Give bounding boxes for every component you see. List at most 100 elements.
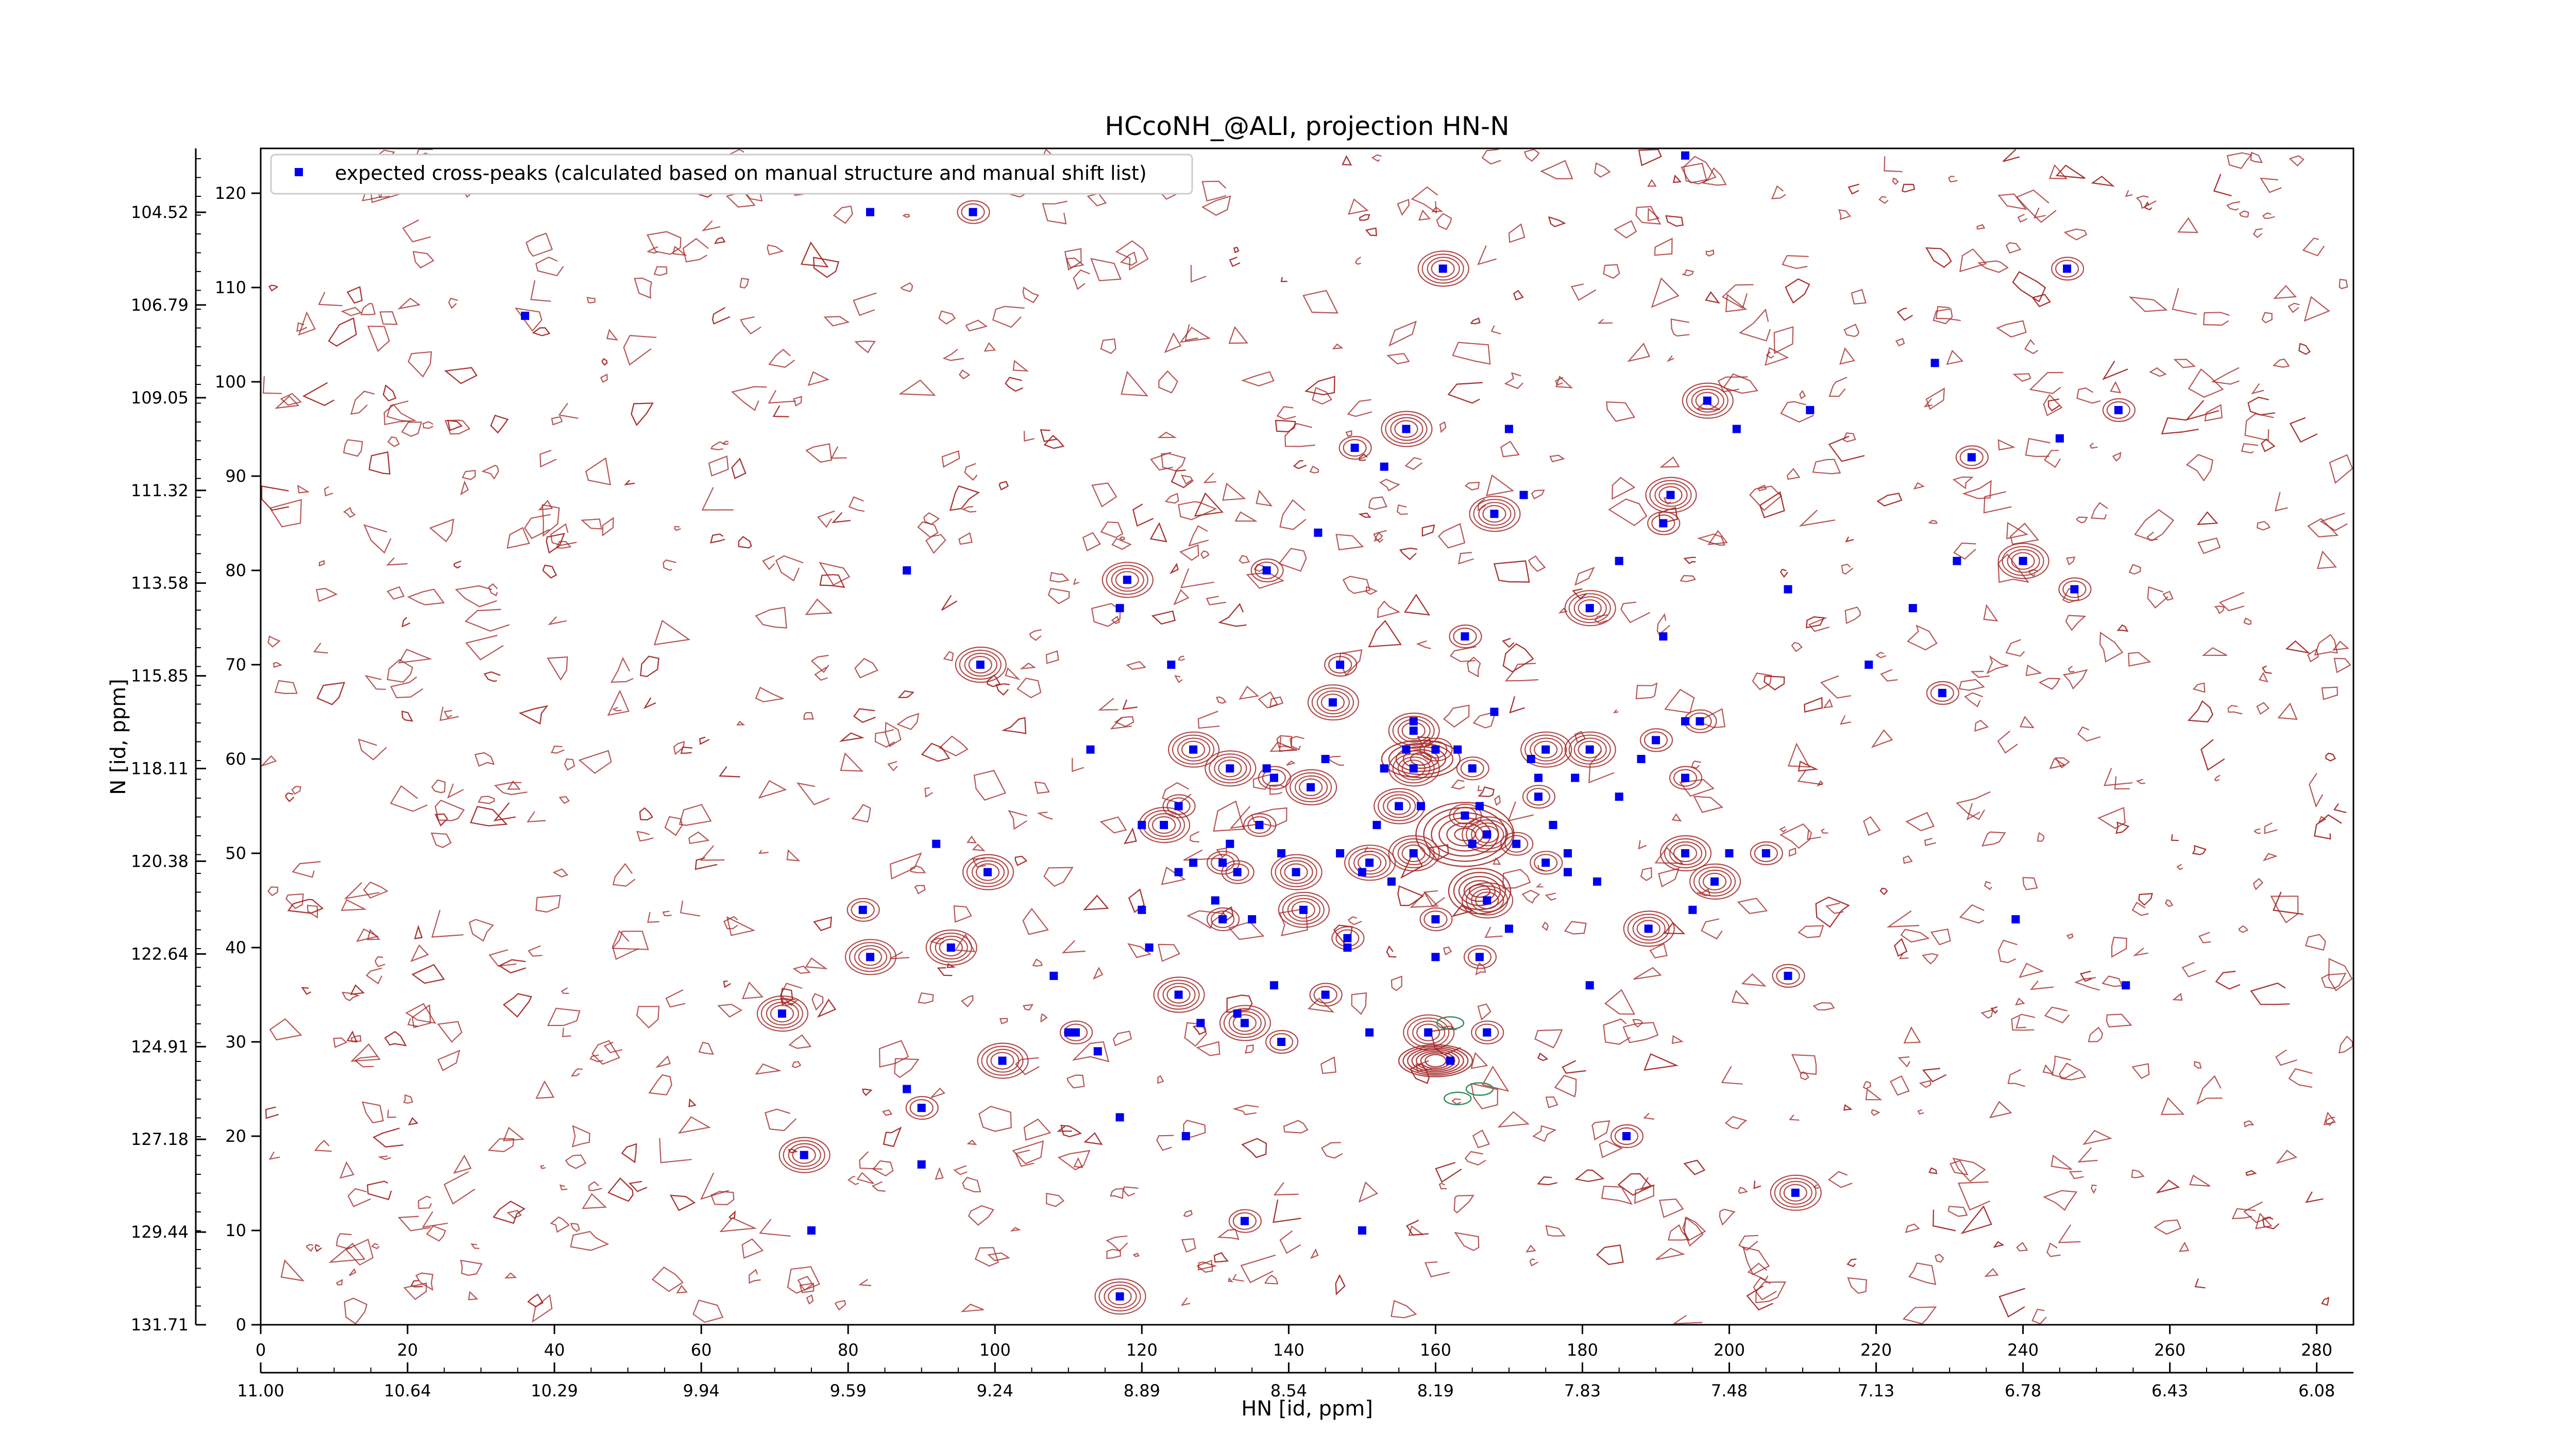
contour-line (961, 994, 974, 1008)
contour-line (434, 813, 448, 827)
x-tick-label: 120 (1126, 1340, 1158, 1360)
contour-line (958, 369, 971, 380)
peak-contour (1997, 543, 2049, 579)
contour-line (344, 882, 380, 900)
contour-line (1126, 661, 1146, 670)
contour-line (1959, 904, 1985, 924)
contour-line (1840, 715, 1852, 725)
contour-line (389, 785, 428, 812)
contour-line (677, 1116, 711, 1134)
peak-contour (1460, 760, 1484, 778)
cluster-contour (1423, 807, 1507, 862)
cross-peak-marker (984, 868, 992, 876)
contour-line (2043, 394, 2063, 416)
contour-line (1993, 1241, 2005, 1248)
contour-line (1952, 1157, 1986, 1183)
contour-line (1197, 711, 1220, 729)
cross-peak-marker (1409, 764, 1418, 773)
contour-line (1494, 795, 1501, 806)
contour-line (692, 1300, 724, 1323)
contour-line (984, 342, 996, 352)
contour-line (935, 1167, 944, 1180)
contour-line (2307, 648, 2319, 663)
contour-line (2076, 387, 2101, 404)
contour-line (275, 395, 300, 409)
contour-line (2317, 816, 2327, 824)
contour-line (1276, 406, 1296, 420)
contour-line (1899, 952, 1909, 959)
peak-contour (1475, 1023, 1499, 1041)
contour-line (698, 1041, 714, 1055)
contour-line (1111, 616, 1121, 625)
contour-line (2194, 1061, 2202, 1069)
peak-contour (1564, 590, 1616, 627)
cross-peak-marker (2122, 981, 2130, 990)
contour-line (2074, 977, 2100, 991)
contour-line (1947, 1206, 1968, 1217)
contour-line (268, 1151, 280, 1160)
contour-line (1246, 571, 1285, 589)
contour-line (612, 706, 622, 712)
cluster-contour (1402, 1045, 1469, 1076)
peak-contour (1166, 986, 1191, 1004)
contour-line (383, 403, 417, 426)
contour-line (1161, 782, 1192, 804)
contour-line (1258, 691, 1278, 708)
peak-contour (1754, 844, 1778, 863)
peak-contour (1269, 1033, 1294, 1051)
contour-line (379, 311, 398, 325)
peak-contour (1669, 766, 1703, 790)
contour-line (1066, 1074, 1085, 1089)
contour-line (700, 845, 725, 861)
contour-line (571, 1068, 583, 1077)
contour-line (343, 507, 356, 518)
contour-line (854, 340, 876, 353)
contour-line (723, 916, 738, 930)
contour-line (1083, 895, 1109, 910)
contour-line (1179, 544, 1199, 561)
contour-line (647, 231, 682, 255)
contour-line (1106, 1235, 1128, 1252)
contour-line (1001, 717, 1027, 734)
cross-peak-marker (521, 311, 530, 320)
contour-line (1386, 353, 1410, 365)
contour-line (2062, 669, 2088, 690)
peak-contour (1695, 392, 1719, 410)
x-tick-label: 40 (544, 1340, 565, 1360)
contour-line (324, 486, 333, 497)
x-tick-label: 0 (256, 1340, 266, 1360)
contour-line (974, 1247, 999, 1267)
contour-line (1791, 642, 1803, 652)
x-tick-label: 240 (2007, 1340, 2039, 1360)
contour-line (468, 1291, 479, 1301)
peak-contour (1343, 438, 1367, 457)
contour-line (610, 656, 634, 683)
peak-contour (778, 1137, 831, 1173)
contour-line (1351, 992, 1367, 1015)
contour-line (819, 574, 845, 588)
peak-contour (1654, 483, 1688, 507)
contour-line (2007, 1069, 2025, 1087)
cross-peak-marker (2055, 434, 2064, 443)
contour-line (1806, 616, 1825, 629)
contour-line (2051, 1055, 2079, 1079)
contour-line (701, 487, 734, 511)
contour-line (2128, 296, 2168, 312)
contour-line (2258, 671, 2268, 683)
contour-line (410, 1280, 423, 1288)
contour-line (297, 484, 310, 494)
contour-line (1746, 1285, 1773, 1311)
ppm-y-tick-label: 106.79 (131, 295, 189, 315)
contour-line (1386, 945, 1397, 958)
contour-line (2238, 925, 2249, 933)
contour-line (918, 992, 934, 1004)
cross-peak-marker (1358, 1226, 1366, 1235)
contour-line (1797, 769, 1823, 785)
contour-line (2227, 152, 2252, 169)
x-tick-label: 260 (2154, 1340, 2185, 1360)
contour-line (2289, 417, 2318, 443)
contour-line (349, 1268, 357, 1276)
contour-line (1555, 377, 1564, 386)
contour-line (1875, 652, 1886, 659)
contour-line (602, 517, 614, 537)
